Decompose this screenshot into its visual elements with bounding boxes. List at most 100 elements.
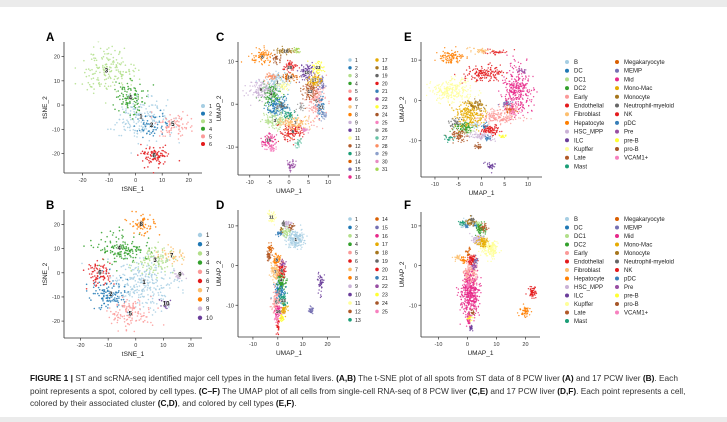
legend-label: Megakaryocyte	[624, 217, 665, 223]
legend-item: 18	[375, 66, 388, 72]
legend-item: DC	[565, 68, 583, 75]
legend-item: Monocyte	[615, 251, 651, 257]
legend-swatch	[201, 119, 205, 124]
legend-label: DC	[574, 226, 583, 232]
legend-label: DC1	[574, 234, 587, 240]
legend-item: DC2	[565, 242, 587, 249]
legend-swatch	[348, 112, 352, 117]
x-tick-label: 10	[493, 342, 499, 348]
legend-label: pro-B	[624, 302, 639, 308]
legend-label: 13	[355, 318, 361, 324]
legend-swatch	[565, 259, 569, 264]
cluster-label: 5	[129, 311, 133, 317]
legend-swatch	[375, 242, 379, 246]
legend-label: 30	[382, 159, 388, 165]
x-tick-label: 0	[134, 178, 137, 184]
legend-swatch	[615, 120, 619, 125]
cluster-label: 18	[283, 49, 289, 54]
legend-swatch	[197, 260, 203, 265]
legend-swatch	[197, 251, 203, 256]
legend-item: Mid	[615, 234, 634, 240]
panel-letter-c: C	[216, 32, 225, 44]
y-tick-label: 10	[54, 247, 60, 253]
legend-item: 2	[348, 225, 358, 231]
legend-label: 9	[355, 120, 358, 126]
legend-item: 4	[348, 242, 358, 248]
legend-swatch	[348, 259, 352, 263]
legend-label: 13	[355, 152, 361, 158]
legend-swatch	[375, 292, 379, 297]
legend-label: Monocyte	[624, 251, 651, 257]
x-axis-label: UMAP_1	[468, 190, 494, 197]
legend-label: 2	[355, 225, 358, 231]
x-axis-label: tSNE_1	[122, 351, 145, 358]
x-tick-label: 10	[325, 180, 331, 186]
legend-label: 22	[382, 97, 388, 103]
legend-swatch	[375, 259, 379, 263]
cluster-label: 1	[276, 79, 279, 84]
legend-item: Mono-Mac	[615, 86, 652, 92]
legend-label: Mast	[574, 164, 587, 170]
legend-swatch	[348, 97, 352, 101]
legend-swatch	[375, 151, 379, 156]
legend-item: 2	[348, 66, 358, 72]
legend-label: 14	[382, 217, 388, 223]
legend-item: 13	[348, 318, 361, 324]
legend-label: VCAM1+	[624, 156, 649, 162]
panel-letter-a: A	[46, 32, 55, 44]
legend-swatch	[565, 138, 569, 143]
legend-item: 24	[375, 301, 388, 307]
legend-item: Mast	[565, 164, 587, 170]
legend-swatch	[348, 267, 352, 272]
legend-item: Megakaryocyte	[615, 217, 665, 223]
legend-swatch	[375, 73, 379, 78]
cluster-label: 21	[319, 104, 325, 109]
legend-label: Pre	[624, 285, 634, 291]
legend-item: 7	[348, 267, 358, 273]
legend-item: 4	[201, 126, 212, 133]
y-axis-label: UMAP_2	[399, 261, 406, 287]
legend-label: ILC	[574, 294, 584, 300]
legend-swatch	[565, 268, 569, 272]
cluster-label: 4	[118, 246, 122, 252]
legend-label: Mast	[574, 319, 587, 325]
legend-label: Early	[574, 95, 588, 101]
legend-item: Mono-Mac	[615, 242, 652, 249]
legend-item: 15	[375, 225, 388, 231]
legend-swatch	[615, 302, 619, 306]
legend-label: 24	[382, 113, 388, 119]
legend-swatch	[348, 136, 352, 140]
legend-item: Late	[565, 310, 586, 317]
legend-item: 31	[375, 167, 388, 173]
legend-item: 25	[375, 120, 388, 126]
legend-swatch	[615, 129, 619, 134]
cluster-label: 10	[163, 302, 170, 308]
legend-label: VCAM1+	[624, 311, 649, 317]
x-tick-label: -10	[246, 180, 254, 186]
y-tick-label: -10	[409, 139, 417, 145]
legend-item: 17	[375, 58, 388, 64]
legend-label: 20	[382, 267, 388, 273]
legend-swatch	[375, 301, 379, 305]
legend-swatch	[615, 112, 619, 117]
x-axis-label: UMAP_1	[276, 188, 302, 195]
legend-label: 8	[355, 113, 358, 119]
legend-item: 16	[375, 234, 388, 240]
y-axis-label: UMAP_2	[399, 96, 406, 122]
panel-D-legend: 1234567891011121314151617181920212223242…	[348, 217, 388, 324]
y-axis-label: tSNE_2	[42, 262, 49, 285]
legend-label: 6	[355, 97, 358, 103]
legend-swatch	[201, 142, 205, 146]
legend-swatch	[565, 225, 569, 230]
y-tick-label: 20	[54, 222, 60, 228]
legend-item: 20	[375, 81, 388, 87]
legend-label: B	[574, 60, 578, 66]
legend-swatch	[348, 144, 352, 148]
legend-item: 8	[197, 297, 210, 303]
legend-swatch	[375, 58, 379, 62]
legend-swatch	[375, 128, 379, 132]
legend-item: 22	[375, 284, 388, 290]
legend-swatch	[565, 242, 569, 247]
legend-item: 30	[375, 159, 388, 165]
